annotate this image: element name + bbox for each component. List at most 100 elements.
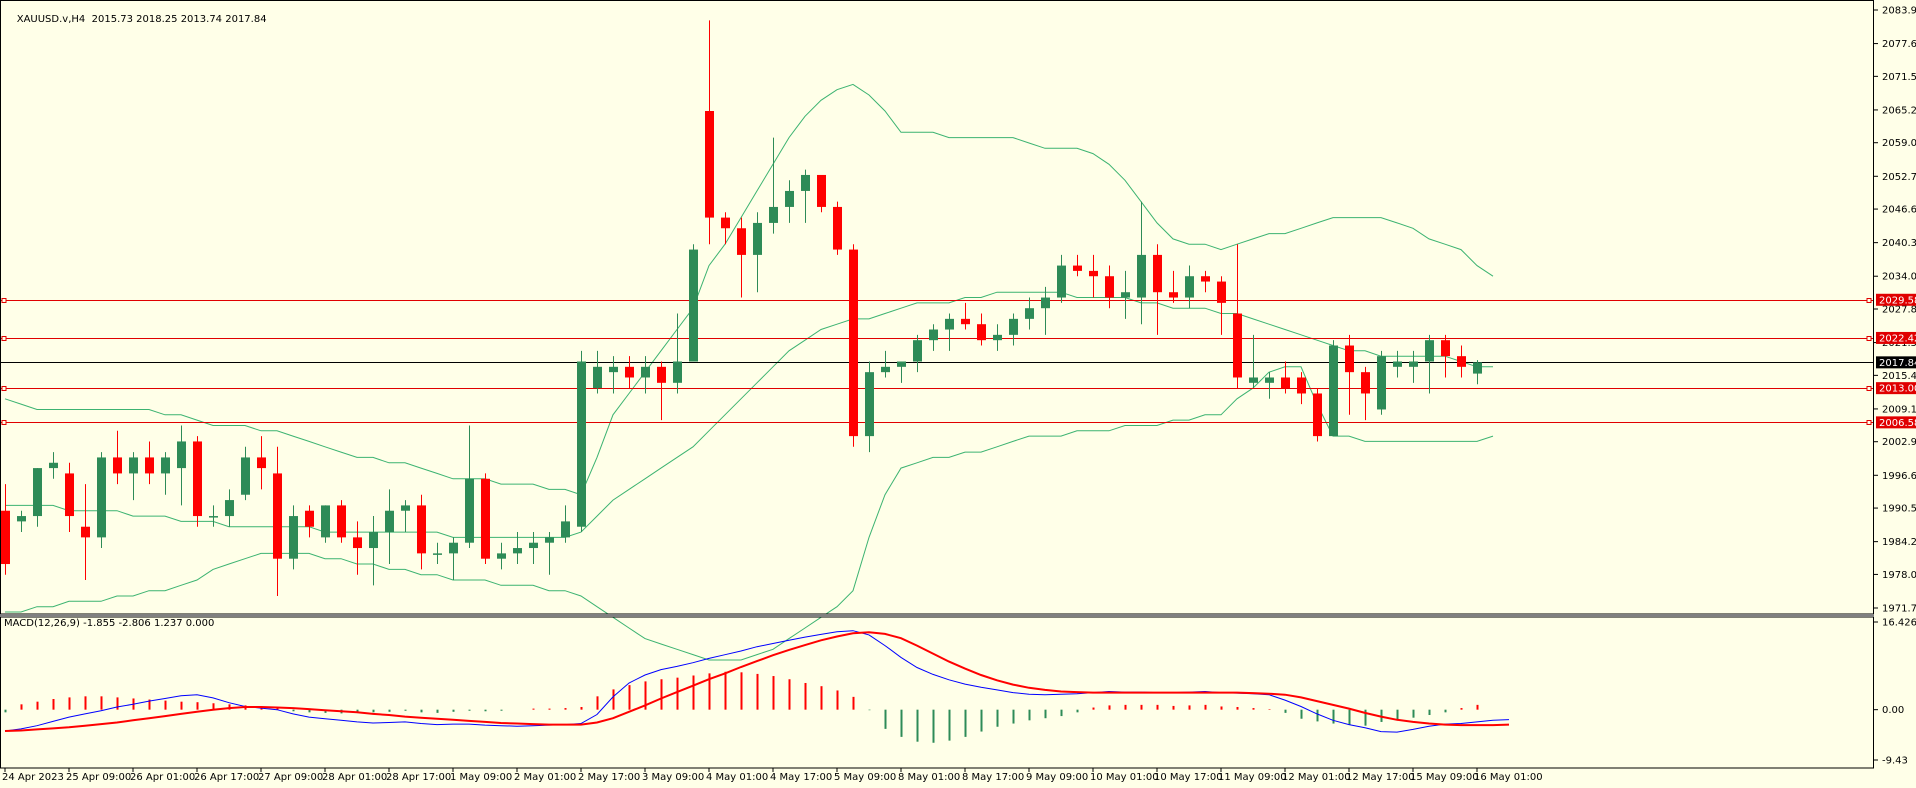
price-tick-label: 1996.65: [1882, 471, 1916, 482]
time-tick-label: 16 May 01:00: [1474, 772, 1543, 783]
bull-candle: [465, 478, 474, 543]
level-handle-right[interactable]: [1866, 420, 1872, 425]
symbol-info: XAUUSD.v,H4 2015.73 2018.25 2013.74 2017…: [4, 3, 267, 36]
bear-candle: [1169, 292, 1178, 298]
bull-candle: [1249, 377, 1258, 383]
bull-candle: [993, 334, 1002, 341]
bull-candle: [225, 500, 234, 517]
level-handle-right[interactable]: [1866, 386, 1872, 391]
bull-candle: [1473, 362, 1482, 374]
bull-candle: [209, 516, 218, 518]
macd-tick-label: 0.00: [1882, 705, 1904, 716]
bull-candle: [673, 361, 682, 383]
bear-candle: [481, 478, 490, 559]
bear-candle: [1217, 281, 1226, 303]
time-tick-label: 26 Apr 01:00: [130, 772, 195, 783]
signal-line: [4, 631, 1510, 732]
time-tick-label: 27 Apr 09:00: [258, 772, 323, 783]
bull-candle: [289, 516, 298, 559]
level-handle-left[interactable]: [1, 386, 7, 391]
bear-candle: [113, 457, 122, 474]
bull-candle: [545, 537, 554, 543]
bear-candle: [1105, 276, 1114, 298]
bear-candle: [65, 473, 74, 517]
price-tick-label: 1984.20: [1882, 537, 1916, 548]
pane-separator: [0, 614, 1874, 617]
time-tick-label: 2 May 17:00: [578, 772, 640, 783]
bull-candle: [913, 340, 922, 362]
time-tick-label: 12 May 01:00: [1282, 772, 1351, 783]
bear-candle: [1281, 377, 1290, 389]
bear-candle: [1313, 393, 1322, 437]
bear-candle: [353, 537, 362, 549]
level-handle-right[interactable]: [1866, 336, 1872, 341]
bull-candle: [609, 366, 618, 373]
price-pane[interactable]: [0, 20, 1873, 661]
level-handle-left[interactable]: [1, 336, 7, 341]
bear-candle: [1, 510, 10, 565]
bull-candle: [1121, 292, 1130, 298]
bull-candle: [49, 462, 58, 469]
time-tick-label: 1 May 09:00: [450, 772, 512, 783]
level-price-tag: 2022.42: [1879, 333, 1916, 344]
bull-candle: [241, 457, 250, 495]
time-tick-label: 28 Apr 17:00: [386, 772, 451, 783]
bull-candle: [881, 366, 890, 373]
bull-candle: [929, 329, 938, 341]
level-price-tag-bg: [1876, 331, 1916, 344]
bear-candle: [737, 228, 746, 255]
price-tick-label: 2046.60: [1882, 205, 1916, 216]
level-handle-left[interactable]: [1, 420, 7, 425]
time-tick-label: 12 May 17:00: [1346, 772, 1415, 783]
bull-candle: [769, 206, 778, 223]
bear-candle: [1361, 372, 1370, 394]
bull-candle: [161, 457, 170, 474]
level-handle-left[interactable]: [1, 298, 7, 303]
price-tick-label: 1971.75: [1882, 604, 1916, 615]
current-price-tag-bg: [1876, 356, 1916, 369]
level-price-tag: 2006.58: [1879, 418, 1916, 429]
time-tick-label: 26 Apr 17:00: [194, 772, 259, 783]
level-handle-right[interactable]: [1866, 298, 1872, 303]
bear-candle: [1233, 313, 1242, 378]
price-tick-label: 1990.50: [1882, 504, 1916, 515]
time-tick-label: 8 May 17:00: [962, 772, 1024, 783]
bull-candle: [945, 318, 954, 330]
price-tick-label: 2009.10: [1882, 404, 1916, 415]
macd-tick-label: 16.426: [1882, 618, 1916, 629]
time-tick-label: 10 May 17:00: [1154, 772, 1223, 783]
bear-candle: [849, 249, 858, 437]
price-tick-label: 2071.50: [1882, 72, 1916, 83]
level-price-tag-bg: [1876, 416, 1916, 429]
bear-candle: [145, 457, 154, 474]
bull-candle: [321, 505, 330, 538]
bear-candle: [337, 505, 346, 538]
ohlc-values: 2015.73 2018.25 2013.74 2017.84: [91, 14, 267, 25]
bull-candle: [17, 516, 26, 522]
bull-candle: [433, 553, 442, 555]
bull-candle: [385, 510, 394, 533]
current-price-tag: 2017.84: [1879, 358, 1916, 369]
time-tick-label: 24 Apr 2023: [2, 772, 64, 783]
level-price-tag: 2029.58: [1879, 295, 1916, 306]
bull-candle: [1185, 276, 1194, 298]
bull-candle: [401, 505, 410, 511]
bear-candle: [961, 318, 970, 325]
bear-candle: [1457, 356, 1466, 367]
macd-tick-label: -9.43: [1882, 756, 1908, 767]
level-price-tag-bg: [1876, 382, 1916, 395]
bull-candle: [1329, 345, 1338, 437]
macd-pane[interactable]: [4, 630, 1510, 743]
bear-candle: [417, 505, 426, 554]
bull-candle: [449, 542, 458, 554]
bull-candle: [129, 457, 138, 474]
price-tick-label: 2034.00: [1882, 272, 1916, 283]
price-tick-label: 2059.05: [1882, 138, 1916, 149]
bear-candle: [305, 510, 314, 527]
price-tick-label: 2077.65: [1882, 39, 1916, 50]
bull-candle: [1041, 297, 1050, 309]
time-tick-label: 4 May 17:00: [770, 772, 832, 783]
